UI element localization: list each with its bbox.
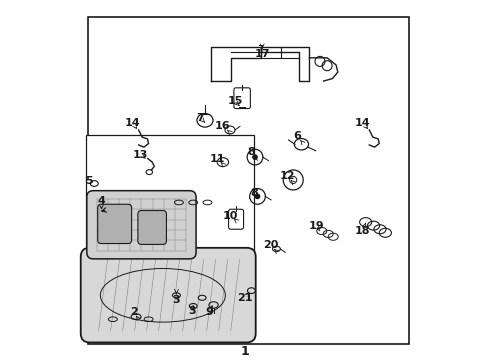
Text: 17: 17	[254, 49, 270, 59]
Text: 15: 15	[227, 96, 243, 107]
Bar	[88, 17, 409, 343]
FancyBboxPatch shape	[98, 204, 132, 243]
Text: 16: 16	[215, 121, 231, 131]
Text: 20: 20	[263, 240, 278, 250]
Text: 6: 6	[293, 131, 301, 141]
FancyBboxPatch shape	[81, 248, 256, 342]
Text: 10: 10	[222, 211, 238, 221]
Text: 14: 14	[355, 118, 370, 128]
Text: 19: 19	[309, 221, 324, 231]
Text: 2: 2	[130, 307, 138, 317]
Text: 21: 21	[237, 293, 253, 303]
Bar	[86, 135, 254, 338]
Text: 5: 5	[85, 176, 93, 186]
Text: 7: 7	[196, 113, 204, 123]
FancyBboxPatch shape	[87, 191, 196, 259]
Text: 3: 3	[172, 294, 180, 305]
Text: 1: 1	[241, 345, 249, 358]
Text: 12: 12	[279, 171, 295, 181]
Text: 13: 13	[133, 150, 148, 160]
Text: 9: 9	[205, 307, 213, 317]
Text: 14: 14	[124, 118, 140, 128]
Circle shape	[255, 194, 260, 199]
Text: 8: 8	[247, 148, 255, 157]
Text: 11: 11	[209, 153, 225, 163]
Text: 8: 8	[250, 188, 258, 198]
Circle shape	[252, 154, 258, 160]
Text: 3: 3	[188, 306, 196, 316]
Text: 4: 4	[98, 197, 105, 206]
Text: 18: 18	[355, 226, 370, 236]
FancyBboxPatch shape	[138, 211, 167, 244]
